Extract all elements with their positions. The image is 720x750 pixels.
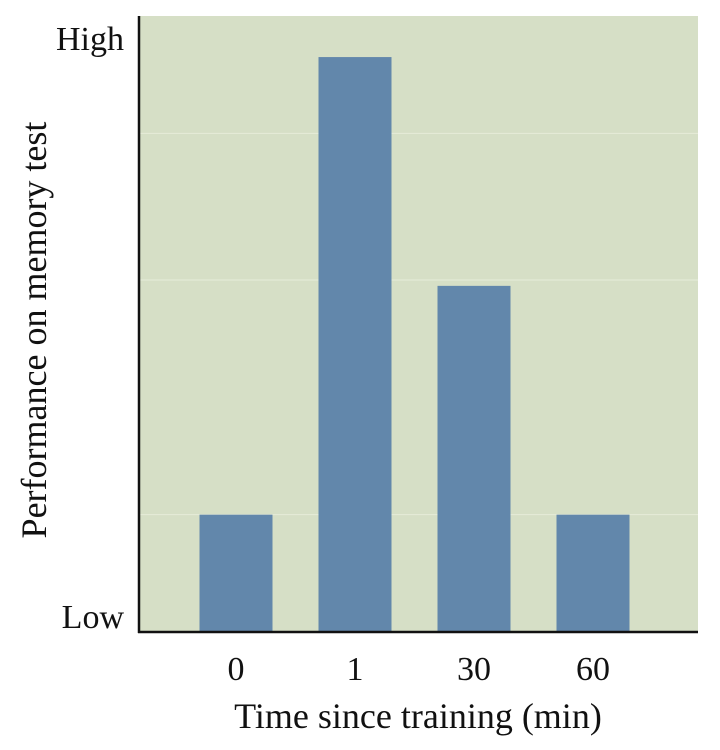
x-tick-label-1: 1 (347, 651, 364, 688)
x-tick-labels: 0 1 30 60 (228, 651, 611, 688)
x-tick-label-0: 0 (228, 651, 245, 688)
x-tick-label-30: 30 (457, 651, 491, 688)
bar-0 (199, 514, 273, 632)
y-tick-label-low: Low (62, 599, 125, 636)
bar-30 (437, 285, 511, 632)
x-tick-label-60: 60 (576, 651, 610, 688)
y-tick-labels: Low High (56, 21, 124, 636)
bars (199, 57, 630, 633)
x-axis-title: Time since training (min) (234, 696, 602, 736)
y-tick-label-high: High (56, 21, 124, 58)
bar-60 (556, 514, 630, 632)
bar-1 (318, 57, 392, 633)
y-axis-title: Performance on memory test (14, 122, 54, 539)
